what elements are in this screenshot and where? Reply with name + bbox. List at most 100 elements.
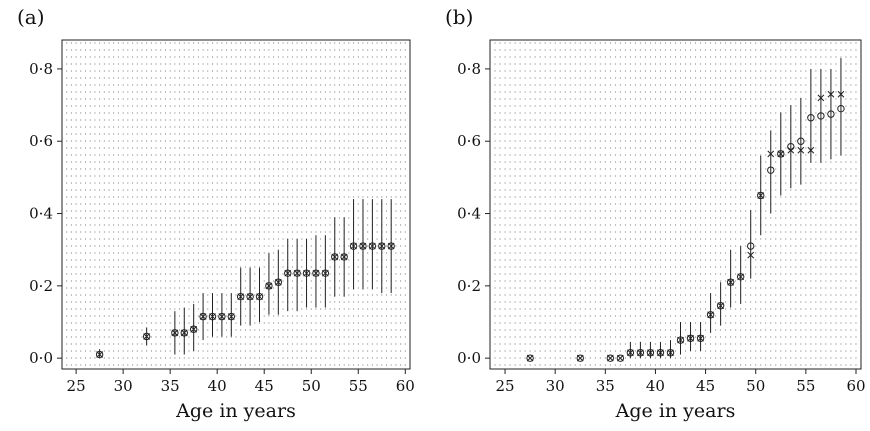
panel-b-circle-point bbox=[777, 150, 785, 158]
panel-b-cross-point bbox=[777, 150, 785, 158]
panel-b-frame bbox=[489, 39, 862, 370]
panel-a-ytick-label: 0·8 bbox=[29, 60, 53, 78]
panel-a-circle-point bbox=[218, 312, 226, 321]
panel-b-cross-point bbox=[757, 192, 765, 199]
panel-b-cross-point bbox=[616, 354, 624, 362]
panel-b-cross-point bbox=[677, 336, 684, 344]
panel-a-ytick-label: 0·2 bbox=[29, 277, 53, 295]
panel-b-cross-point bbox=[787, 146, 795, 154]
panel-b-circle-point bbox=[646, 349, 655, 357]
panel-a-xtick-label: 30 bbox=[114, 377, 133, 395]
panel-a-circle-point bbox=[237, 292, 245, 301]
panel-a-ytick-label: 0·4 bbox=[29, 205, 53, 223]
panel-a-cross-point bbox=[340, 253, 348, 261]
panel-a-circle-point bbox=[142, 332, 151, 341]
panel-a-cross-point bbox=[171, 329, 179, 337]
panel-a-ytick-label: 0·6 bbox=[29, 132, 53, 150]
panel-b-circle-point bbox=[526, 354, 534, 362]
panel-b-ytick-label: 0·0 bbox=[457, 349, 481, 367]
panel-b-xtick-label: 50 bbox=[746, 377, 765, 395]
panel-b-circle-point bbox=[616, 354, 625, 362]
panel-a: (a) 25 30 35 40 45 50 55 60 0·0 0·2 0·4 0·6 0·8 Age in… bbox=[17, 5, 415, 422]
panel-a-circle-point bbox=[349, 242, 358, 250]
panel-b-cross-point bbox=[606, 354, 614, 362]
panel-a-cross-point bbox=[180, 329, 188, 337]
panel-b-circle-point bbox=[656, 349, 665, 357]
panel-a-circle-point bbox=[331, 253, 339, 261]
panel-b-cross-point bbox=[576, 354, 584, 362]
panel-a-cross-point bbox=[369, 242, 376, 250]
panel-a-cross-point bbox=[218, 313, 226, 320]
panel-a-xtick-label: 45 bbox=[255, 377, 274, 395]
panel-a-label: (a) bbox=[17, 5, 45, 29]
panel-a-xtick-label: 50 bbox=[302, 377, 321, 395]
panel-b-cross-point bbox=[817, 94, 825, 102]
panel-b-cross-point bbox=[647, 349, 654, 357]
panel-a-cross-point bbox=[387, 242, 395, 250]
panel-a-circle-point bbox=[274, 278, 283, 286]
panel-a-circle-point bbox=[95, 350, 104, 359]
panel-a-cross-point bbox=[378, 242, 386, 250]
panel-b-xtick-label: 35 bbox=[596, 377, 615, 395]
panel-b-cross-point bbox=[807, 146, 815, 154]
panel-b-circle-point bbox=[757, 191, 765, 200]
panel-a-circle-point bbox=[265, 282, 273, 290]
panel-b-circle-point bbox=[696, 334, 705, 342]
panel-a-circle-point bbox=[180, 329, 188, 337]
panel-b-xtick-label: 40 bbox=[646, 377, 665, 395]
panel-b-circle-point bbox=[837, 104, 845, 113]
panel-a-cross-point bbox=[190, 325, 198, 333]
panel-a-cross-point bbox=[96, 351, 103, 358]
panel-b-cross-point bbox=[627, 349, 634, 357]
panel-a-circle-point bbox=[302, 269, 311, 277]
panel-a-circle-point bbox=[227, 312, 235, 321]
panel-b: (b) 25 30 35 40 45 50 55 60 0·0 0·2 0·4 0·6 0·8 Age in… bbox=[445, 5, 866, 422]
panel-b-circle-point bbox=[767, 166, 775, 174]
panel-b-cross-point bbox=[797, 146, 805, 154]
panel-a-ytick-label: 0·0 bbox=[29, 349, 53, 367]
panel-a-cross-point bbox=[256, 293, 263, 301]
panel-b-cross-point bbox=[747, 251, 755, 259]
panel-a-frame bbox=[61, 39, 411, 370]
panel-b-circle-point bbox=[666, 349, 675, 357]
panel-b-circle-point bbox=[626, 349, 635, 357]
panel-a-cross-point bbox=[350, 242, 357, 250]
panel-b-grid bbox=[489, 42, 862, 366]
panel-a-circle-point bbox=[171, 329, 179, 337]
panel-b-circle-point bbox=[726, 278, 735, 286]
panel-b-cross-point bbox=[837, 90, 845, 98]
panel-b-circle-point bbox=[736, 273, 745, 281]
panel-b-xtick-label: 45 bbox=[696, 377, 715, 395]
panel-a-xtick-label: 55 bbox=[349, 377, 368, 395]
panel-b-ytick-label: 0·6 bbox=[457, 132, 481, 150]
panel-b-cross-point bbox=[767, 150, 775, 158]
panel-a-circle-point bbox=[359, 242, 367, 250]
panel-b-circle-point bbox=[576, 354, 584, 362]
panel-a-cross-point bbox=[293, 269, 301, 277]
panel-a-circle-point bbox=[246, 292, 254, 301]
panel-b-circle-point bbox=[817, 112, 825, 120]
panel-a-circle-point bbox=[312, 269, 320, 277]
panel-a-circle-point bbox=[293, 269, 301, 277]
panel-a-circle-point bbox=[378, 242, 386, 250]
panel-b-xtick-label: 60 bbox=[846, 377, 865, 395]
panel-b-circle-point bbox=[676, 336, 685, 344]
panel-b-cross-point bbox=[657, 349, 664, 357]
panel-a-circle-point bbox=[208, 312, 217, 321]
panel-b-cross-point bbox=[827, 90, 835, 98]
panel-b-cross-point bbox=[667, 349, 674, 357]
panel-b-xtick-label: 55 bbox=[796, 377, 815, 395]
panel-a-circle-point bbox=[189, 325, 198, 333]
panel-a-cross-point bbox=[359, 242, 367, 250]
panel-a-cross-point bbox=[331, 253, 339, 261]
panel-b-cross-point bbox=[526, 354, 534, 362]
panel-b-cross-point bbox=[737, 273, 745, 281]
panel-b-cross-point bbox=[717, 302, 724, 310]
panel-a-x-axis-title: Age in years bbox=[175, 400, 296, 422]
panel-b-circle-point bbox=[807, 114, 815, 122]
panel-a-cross-point bbox=[209, 313, 216, 320]
panel-b-circle-point bbox=[716, 302, 725, 310]
panel-a-cross-point bbox=[246, 293, 254, 301]
panel-b-cross-point bbox=[727, 278, 735, 286]
